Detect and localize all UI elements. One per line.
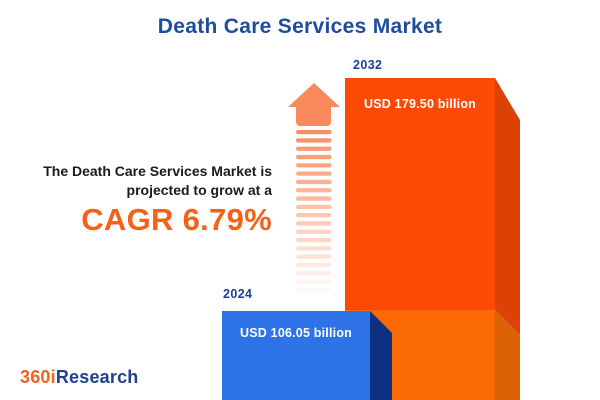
- arrow-stripe: [296, 213, 332, 218]
- intro-line1: The Death Care Services Market is: [43, 163, 272, 179]
- arrow-stripe: [296, 279, 332, 284]
- arrow-stripe: [296, 221, 332, 226]
- page-title: Death Care Services Market: [157, 15, 443, 38]
- arrow-stripe: [296, 237, 332, 243]
- growth-arrow: [288, 83, 340, 292]
- intro-line2: projected to grow at a: [126, 182, 272, 198]
- bar-2032-side-bottom: [495, 310, 520, 400]
- arrow-stripe: [296, 163, 332, 168]
- arrow-stripe: [296, 254, 332, 259]
- arrow-stripe: [296, 246, 332, 251]
- cagr-value: CAGR 6.79%: [81, 202, 272, 237]
- logo: 360iResearch: [20, 367, 139, 388]
- arrow-stripe: [296, 188, 332, 193]
- bar-2024-front: [222, 311, 370, 400]
- arrow-stripe: [296, 130, 332, 135]
- arrow-stripe: [296, 287, 332, 292]
- bar-2032-side-top: [495, 78, 520, 335]
- bar-2024-side: [370, 311, 392, 400]
- arrow-stripe: [296, 146, 332, 151]
- bar-2032-front-top: [345, 78, 495, 310]
- arrow-stripe: [296, 138, 332, 143]
- arrow-stripe: [296, 154, 332, 160]
- bar-2032: [345, 78, 520, 400]
- arrow-stripe: [296, 271, 332, 276]
- arrow-stripe: [296, 262, 332, 268]
- arrow-stripe: [296, 196, 332, 201]
- arrow-neck: [296, 99, 331, 126]
- arrow-stripe: [296, 171, 332, 176]
- arrow-stripe: [296, 229, 332, 234]
- value-label-2032: USD 179.50 billion: [364, 97, 476, 111]
- arrow-stripe: [296, 204, 332, 209]
- year-label-2024: 2024: [223, 287, 253, 301]
- arrow-stripe: [296, 179, 332, 185]
- logo-360i: 360i: [20, 367, 56, 387]
- year-label-2032: 2032: [353, 58, 383, 72]
- arrow-shaft-stripes: [296, 130, 332, 292]
- bar-2024: [222, 311, 392, 400]
- intro-text: The Death Care Services Market is projec…: [43, 162, 272, 237]
- logo-research: Research: [55, 367, 139, 387]
- value-label-2024: USD 106.05 billion: [240, 326, 352, 340]
